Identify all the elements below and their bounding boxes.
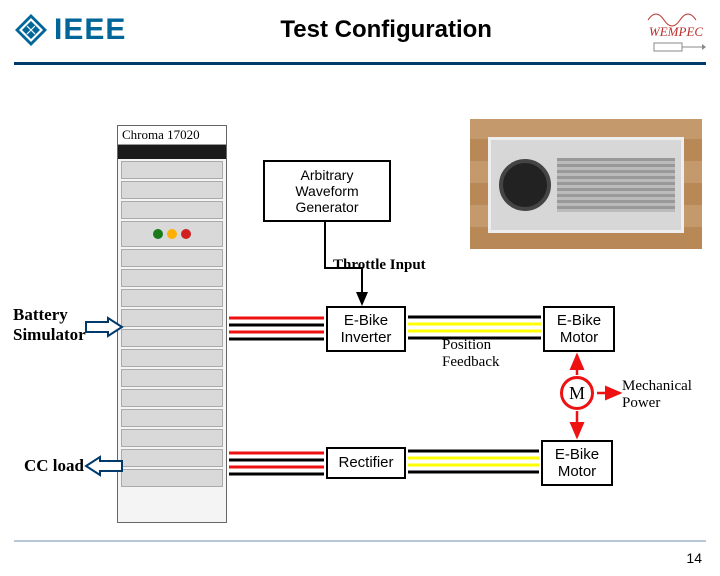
- wempec-motor-icon: [646, 40, 706, 54]
- ieee-text: IEEE: [54, 13, 126, 47]
- wempec-logo: WEMPEC: [646, 6, 706, 54]
- ieee-logo: IEEE: [14, 13, 126, 47]
- diagram-stage: Chroma 17020 Arbitrary Waveform Generato…: [0, 65, 720, 535]
- page-title: Test Configuration: [280, 16, 492, 44]
- slide-header: IEEE Test Configuration WEMPEC: [0, 0, 720, 62]
- cc-load-arrow-icon: [86, 457, 122, 475]
- battery-simulator-arrow-icon: [86, 318, 122, 336]
- footer-rule: [14, 540, 706, 542]
- page-number: 14: [686, 550, 702, 566]
- ieee-kite-icon: [14, 13, 48, 47]
- wempec-squiggle-icon: [646, 6, 706, 24]
- wempec-text: WEMPEC: [649, 24, 703, 40]
